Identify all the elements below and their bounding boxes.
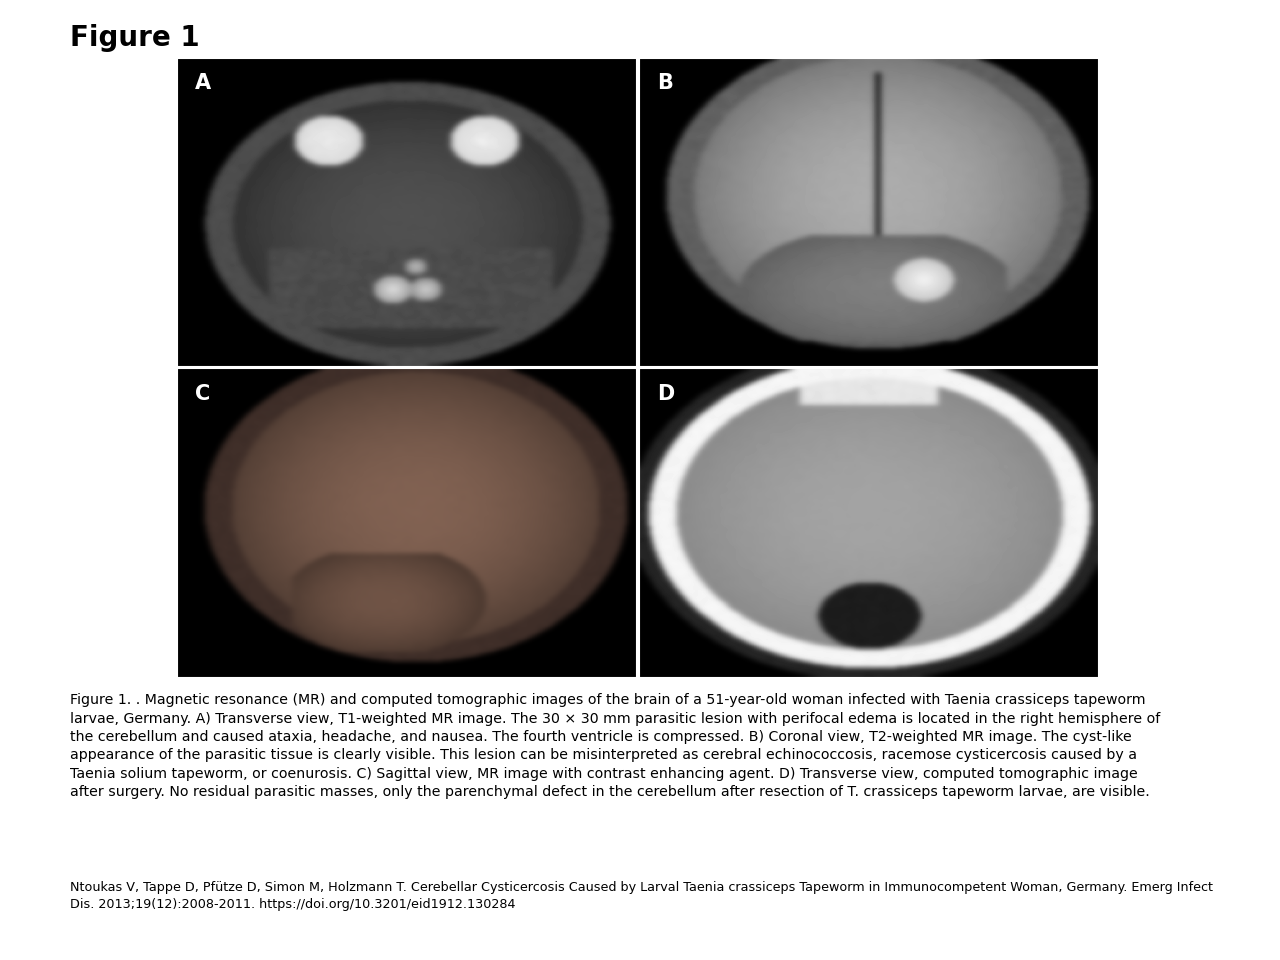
Text: Figure 1: Figure 1 (70, 24, 200, 52)
Text: D: D (657, 384, 675, 403)
Text: Figure 1. . Magnetic resonance (MR) and computed tomographic images of the brain: Figure 1. . Magnetic resonance (MR) and … (70, 693, 1161, 799)
Text: B: B (657, 73, 673, 93)
Text: C: C (195, 384, 210, 403)
Text: Ntoukas V, Tappe D, Pfütze D, Simon M, Holzmann T. Cerebellar Cysticercosis Caus: Ntoukas V, Tappe D, Pfütze D, Simon M, H… (70, 881, 1213, 911)
Text: A: A (195, 73, 211, 93)
